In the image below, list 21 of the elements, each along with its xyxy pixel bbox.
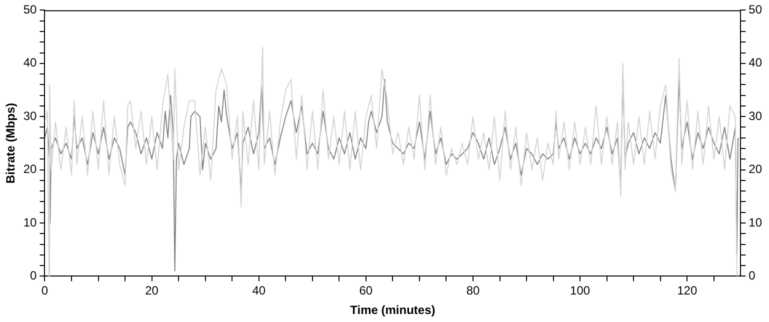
y-tick-label: 50 <box>23 2 38 17</box>
y2-tick-label: 10 <box>748 215 762 230</box>
x-tick-label: 120 <box>677 284 698 298</box>
y-axis-title: Bitrate (Mbps) <box>4 102 18 184</box>
y2-tick-label: 50 <box>748 2 762 17</box>
x-tick-label: 40 <box>252 284 266 298</box>
y2-tick-label: 40 <box>748 56 762 70</box>
x-tick-label: 0 <box>41 284 48 298</box>
y-tick-label: 10 <box>23 215 38 230</box>
y-tick-label: 30 <box>23 108 38 123</box>
y-tick-label: 20 <box>23 162 38 176</box>
x-axis-title: Time (minutes) <box>350 303 436 318</box>
x-tick-label: 20 <box>145 284 159 298</box>
y2-tick-label: 0 <box>748 268 756 283</box>
y2-tick-label: 30 <box>748 108 762 123</box>
x-tick-label: 60 <box>359 284 373 298</box>
y2-tick-label: 20 <box>748 162 762 176</box>
x-tick-label: 100 <box>570 284 590 298</box>
y-tick-label: 0 <box>30 268 38 283</box>
y-tick-label: 40 <box>23 56 38 70</box>
x-tick-label: 80 <box>466 284 480 298</box>
